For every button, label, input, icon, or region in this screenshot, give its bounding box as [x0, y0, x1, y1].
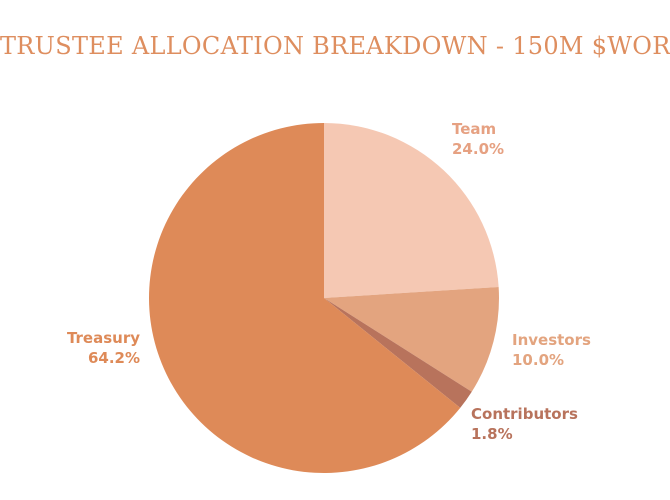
pie-slices: [149, 123, 499, 473]
pie-slice-treasury: [149, 123, 461, 473]
slice-name-treasury: Treasury: [67, 329, 140, 347]
pie-labels: Team 24.0% Investors 10.0% Contributors 1.8% T…: [67, 120, 591, 443]
slice-percent-contributors: 1.8%: [471, 425, 513, 443]
slice-percent-treasury: 64.2%: [88, 349, 140, 367]
slice-name-investors: Investors: [512, 331, 591, 349]
pie-slice-investors: [324, 287, 499, 392]
slice-name-team: Team: [452, 120, 496, 138]
slice-name-contributors: Contributors: [471, 405, 578, 423]
pie-slice-team: [324, 123, 499, 298]
slice-percent-team: 24.0%: [452, 140, 504, 158]
chart-title: TRUSTEE ALLOCATION BREAKDOWN - 150M $WOR…: [0, 32, 670, 60]
pie-slice-contributors: [324, 298, 472, 408]
slice-percent-investors: 10.0%: [512, 351, 564, 369]
